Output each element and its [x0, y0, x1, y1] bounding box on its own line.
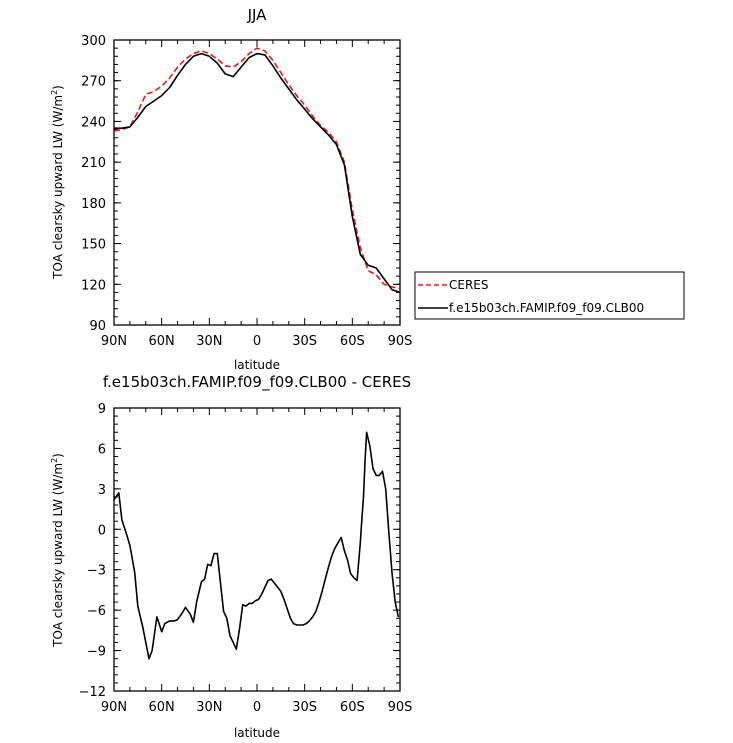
bottom-y-axis-label-sup: 2 [50, 458, 59, 463]
bottom-series-lines [113, 431, 400, 660]
top-x-tick-label: 0 [253, 334, 261, 349]
bottom-y-tick-label: −3 [87, 564, 106, 579]
top-x-tick-label: 30S [292, 334, 317, 349]
bottom-y-tick-label: −6 [87, 604, 106, 619]
ceres-series-line [113, 47, 401, 290]
top-y-tick-label: 300 [81, 34, 106, 49]
top-x-tick-label: 90N [101, 334, 127, 349]
top-y-tick-label: 240 [81, 115, 106, 130]
bottom-x-tick-label: 30N [196, 700, 222, 715]
top-chart-title: JJA [247, 6, 268, 24]
bottom-panel: f.e15b03ch.FAMIP.f09_f09.CLB00 - CERES 9… [50, 373, 412, 740]
bottom-y-axis-label: TOA clearsky upward LW (W/m2) [50, 453, 65, 648]
bottom-x-tick-label: 30S [292, 700, 317, 715]
top-y-axis-label-main: TOA clearsky upward LW (W/m [51, 95, 65, 280]
top-y-axis-label-close: ) [51, 85, 65, 90]
top-y-tick-label: 150 [81, 238, 106, 253]
top-y-tick-label: 120 [81, 278, 106, 293]
bottom-x-tick-label: 90S [388, 700, 413, 715]
top-y-axis-label: TOA clearsky upward LW (W/m2) [50, 85, 65, 280]
bottom-y-tick-label: 0 [98, 523, 106, 538]
top-y-tick-label: 210 [81, 156, 106, 171]
top-y-tick-label: 90 [89, 319, 106, 334]
bottom-chart-title: f.e15b03ch.FAMIP.f09_f09.CLB00 - CERES [103, 373, 411, 392]
bottom-x-tick-label: 90N [101, 700, 127, 715]
bottom-axis-ticks: 90N 60N 30N 0 30S 60S 90S −12 −9 −6 −3 0 3 6 9 [79, 402, 413, 715]
difference-series-line [113, 431, 400, 660]
model-series-line [114, 52, 401, 294]
legend-label-model: f.e15b03ch.FAMIP.f09_f09.CLB00 [449, 301, 644, 315]
top-x-tick-label: 30N [196, 334, 222, 349]
legend-label-ceres: CERES [449, 278, 489, 292]
top-series-lines [113, 47, 401, 294]
bottom-y-tick-label: 3 [98, 483, 106, 498]
top-plot-frame [113, 39, 401, 326]
top-axis-ticks: 90N 60N 30N 0 30S 60S 90S 90 120 150 180 210 240 270 3… [81, 34, 412, 349]
bottom-y-axis-label-main: TOA clearsky upward LW (W/m [51, 463, 65, 648]
bottom-x-axis-label: latitude [234, 726, 280, 740]
bottom-plot-frame [113, 407, 401, 692]
bottom-y-tick-label: −9 [87, 645, 106, 660]
bottom-x-tick-label: 0 [253, 700, 261, 715]
bottom-y-tick-label: −12 [79, 685, 106, 700]
top-x-axis-label: latitude [234, 358, 280, 372]
top-x-tick-label: 60N [149, 334, 175, 349]
bottom-x-tick-label: 60S [340, 700, 365, 715]
bottom-y-axis-label-close: ) [51, 453, 65, 458]
top-x-tick-label: 90S [388, 334, 413, 349]
legend: CERES f.e15b03ch.FAMIP.f09_f09.CLB00 [414, 271, 685, 320]
bottom-y-tick-label: 6 [98, 442, 106, 457]
top-panel: JJA 90N 60N 30N 0 30S 60S 90S 90 120 150 180 210 240… [50, 6, 685, 372]
top-y-axis-label-sup: 2 [50, 90, 59, 95]
legend-box [414, 271, 685, 320]
top-y-tick-label: 270 [81, 75, 106, 90]
bottom-x-tick-label: 60N [149, 700, 175, 715]
top-x-tick-label: 60S [340, 334, 365, 349]
top-y-tick-label: 180 [81, 197, 106, 212]
bottom-y-tick-label: 9 [98, 402, 106, 417]
